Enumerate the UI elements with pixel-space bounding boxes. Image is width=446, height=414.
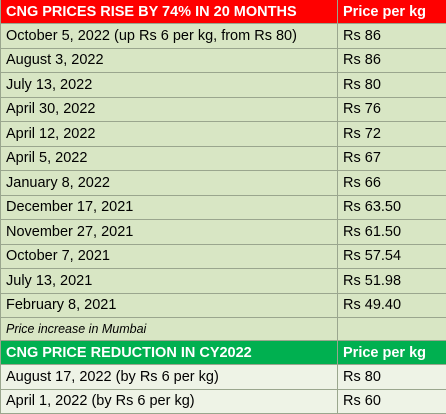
row-price: Rs 86 [338,24,446,49]
row-price: Rs 80 [338,73,446,98]
table-row: December 17, 2021 Rs 63.50 [1,195,446,220]
row-date: December 17, 2021 [1,195,338,220]
row-date: November 27, 2021 [1,220,338,245]
row-price: Rs 67 [338,146,446,171]
table-row: November 27, 2021 Rs 61.50 [1,220,446,245]
price-increase-note: Price increase in Mumbai [1,318,338,341]
table-row: April 30, 2022 Rs 76 [1,97,446,122]
row-date: August 3, 2022 [1,48,338,73]
row-date: April 30, 2022 [1,97,338,122]
table-row: January 8, 2022 Rs 66 [1,171,446,196]
price-rise-header-row: CNG PRICES RISE BY 74% IN 20 MONTHS Pric… [1,0,446,24]
table-row: April 12, 2022 Rs 72 [1,122,446,147]
price-rise-title: CNG PRICES RISE BY 74% IN 20 MONTHS [1,0,338,24]
table-row: July 13, 2022 Rs 80 [1,73,446,98]
row-date: October 7, 2021 [1,244,338,269]
note-empty-cell [338,318,446,341]
table-row: October 5, 2022 (up Rs 6 per kg, from Rs… [1,24,446,49]
price-reduction-header-row: CNG PRICE REDUCTION IN CY2022 Price per … [1,341,446,365]
row-price: Rs 76 [338,97,446,122]
table-row: February 8, 2021 Rs 49.40 [1,293,446,318]
table-row: October 7, 2021 Rs 57.54 [1,244,446,269]
row-price: Rs 61.50 [338,220,446,245]
row-date: July 13, 2022 [1,73,338,98]
row-date: October 5, 2022 (up Rs 6 per kg, from Rs… [1,24,338,49]
row-price: Rs 72 [338,122,446,147]
row-date: April 12, 2022 [1,122,338,147]
row-price: Rs 57.54 [338,244,446,269]
row-date: August 17, 2022 (by Rs 6 per kg) [1,365,338,390]
table-row: August 17, 2022 (by Rs 6 per kg) Rs 80 [1,365,446,390]
price-reduction-title: CNG PRICE REDUCTION IN CY2022 [1,341,338,365]
row-date: April 5, 2022 [1,146,338,171]
row-date: July 13, 2021 [1,269,338,294]
row-date: February 8, 2021 [1,293,338,318]
table-row: April 1, 2022 (by Rs 6 per kg) Rs 60 [1,389,446,414]
row-price: Rs 86 [338,48,446,73]
row-price: Rs 80 [338,365,446,390]
row-date: April 1, 2022 (by Rs 6 per kg) [1,389,338,414]
note-row: Price increase in Mumbai [1,318,446,341]
row-price: Rs 49.40 [338,293,446,318]
price-rise-price-header: Price per kg [338,0,446,24]
table-row: August 3, 2022 Rs 86 [1,48,446,73]
row-date: January 8, 2022 [1,171,338,196]
row-price: Rs 60 [338,389,446,414]
table-row: July 13, 2021 Rs 51.98 [1,269,446,294]
table-row: April 5, 2022 Rs 67 [1,146,446,171]
row-price: Rs 66 [338,171,446,196]
row-price: Rs 63.50 [338,195,446,220]
price-reduction-price-header: Price per kg [338,341,446,365]
row-price: Rs 51.98 [338,269,446,294]
